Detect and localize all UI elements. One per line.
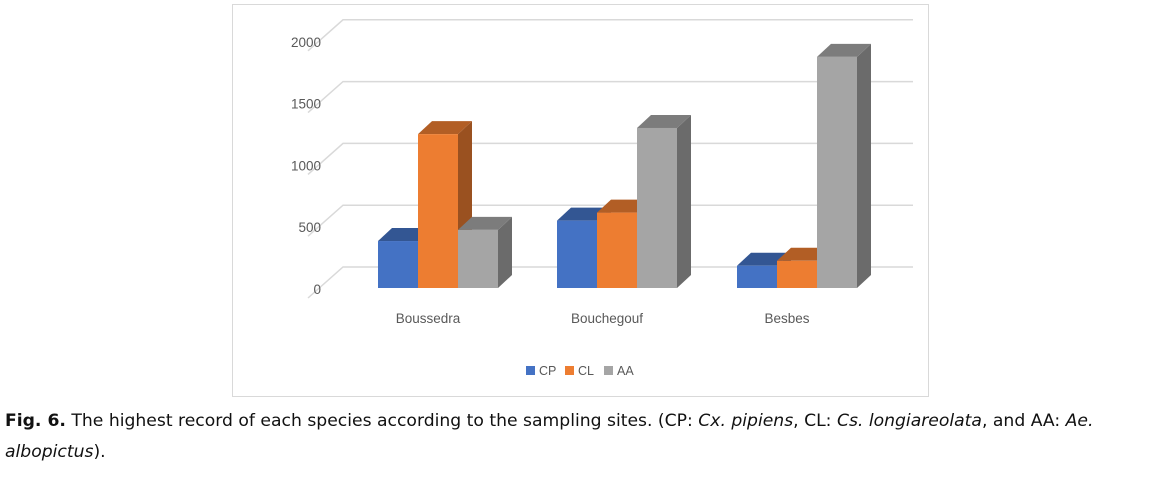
legend-label: CP bbox=[539, 364, 556, 378]
caption-text-3: , and AA: bbox=[981, 411, 1066, 431]
bar-aa-bouchegouf bbox=[637, 114, 691, 288]
y-tick-label: 500 bbox=[298, 220, 321, 235]
gridline bbox=[307, 19, 913, 52]
bars bbox=[378, 43, 871, 289]
legend-item-cp: CP bbox=[526, 364, 556, 378]
bar-front bbox=[458, 229, 498, 288]
bar-top bbox=[458, 216, 512, 230]
x-category-label: Besbes bbox=[764, 311, 809, 326]
legend-item-cl: CL bbox=[565, 364, 594, 378]
caption-label: Fig. 6. bbox=[5, 411, 66, 431]
x-category-label: Boussedra bbox=[396, 311, 461, 326]
legend-label: AA bbox=[617, 364, 634, 378]
legend-label: CL bbox=[578, 364, 594, 378]
legend-item-aa: AA bbox=[604, 364, 634, 378]
bar-chart: 0 500 1000 1500 2000 Boussedra Bouchegouf Besb… bbox=[291, 19, 913, 378]
bar-top bbox=[418, 121, 472, 135]
gridline bbox=[307, 80, 913, 114]
caption-species-aa: Ae. albopictus bbox=[5, 411, 1094, 462]
legend-swatch bbox=[604, 366, 613, 375]
gridlines bbox=[307, 19, 913, 299]
y-tick-label: 1000 bbox=[291, 158, 321, 173]
y-tick-label: 2000 bbox=[291, 35, 321, 50]
y-axis-ticks: 0 500 1000 1500 2000 bbox=[291, 35, 321, 297]
bar-front bbox=[737, 265, 777, 288]
bar-front bbox=[557, 220, 597, 288]
bar-front bbox=[597, 212, 637, 288]
y-tick-label: 1500 bbox=[291, 97, 321, 112]
bar-front bbox=[637, 127, 677, 288]
caption-text-1: The highest record of each species accor… bbox=[65, 411, 699, 431]
bar-aa-besbes bbox=[817, 43, 871, 289]
bar-front bbox=[817, 56, 857, 289]
caption-species-cl: Cs. longiareolata bbox=[836, 411, 982, 431]
x-category-label: Bouchegouf bbox=[571, 311, 643, 326]
gridline bbox=[307, 204, 913, 237]
bar-top bbox=[637, 114, 691, 128]
bar-front bbox=[378, 241, 418, 288]
y-tick-label: 0 bbox=[313, 282, 321, 297]
chart-frame: 0 500 1000 1500 2000 Boussedra Bouchegouf Besb… bbox=[232, 4, 929, 397]
figure-caption: Fig. 6. The highest record of each speci… bbox=[5, 406, 1167, 468]
bar-side bbox=[677, 114, 691, 288]
caption-text-2: , CL: bbox=[793, 411, 837, 431]
caption-text-4: ). bbox=[93, 442, 106, 462]
bar-side bbox=[498, 216, 512, 288]
x-axis-categories: Boussedra Bouchegouf Besbes bbox=[396, 311, 810, 326]
bar-aa-boussedra bbox=[458, 216, 512, 288]
gridline bbox=[307, 266, 913, 299]
legend-swatch bbox=[565, 366, 574, 375]
bar-top bbox=[817, 43, 871, 57]
bar-side bbox=[857, 43, 871, 289]
caption-species-cp: Cx. pipiens bbox=[698, 411, 794, 431]
bar-front bbox=[777, 260, 817, 288]
legend: CP CL AA bbox=[526, 364, 634, 378]
bar-front bbox=[418, 134, 458, 288]
gridline bbox=[307, 142, 913, 175]
legend-swatch bbox=[526, 366, 535, 375]
